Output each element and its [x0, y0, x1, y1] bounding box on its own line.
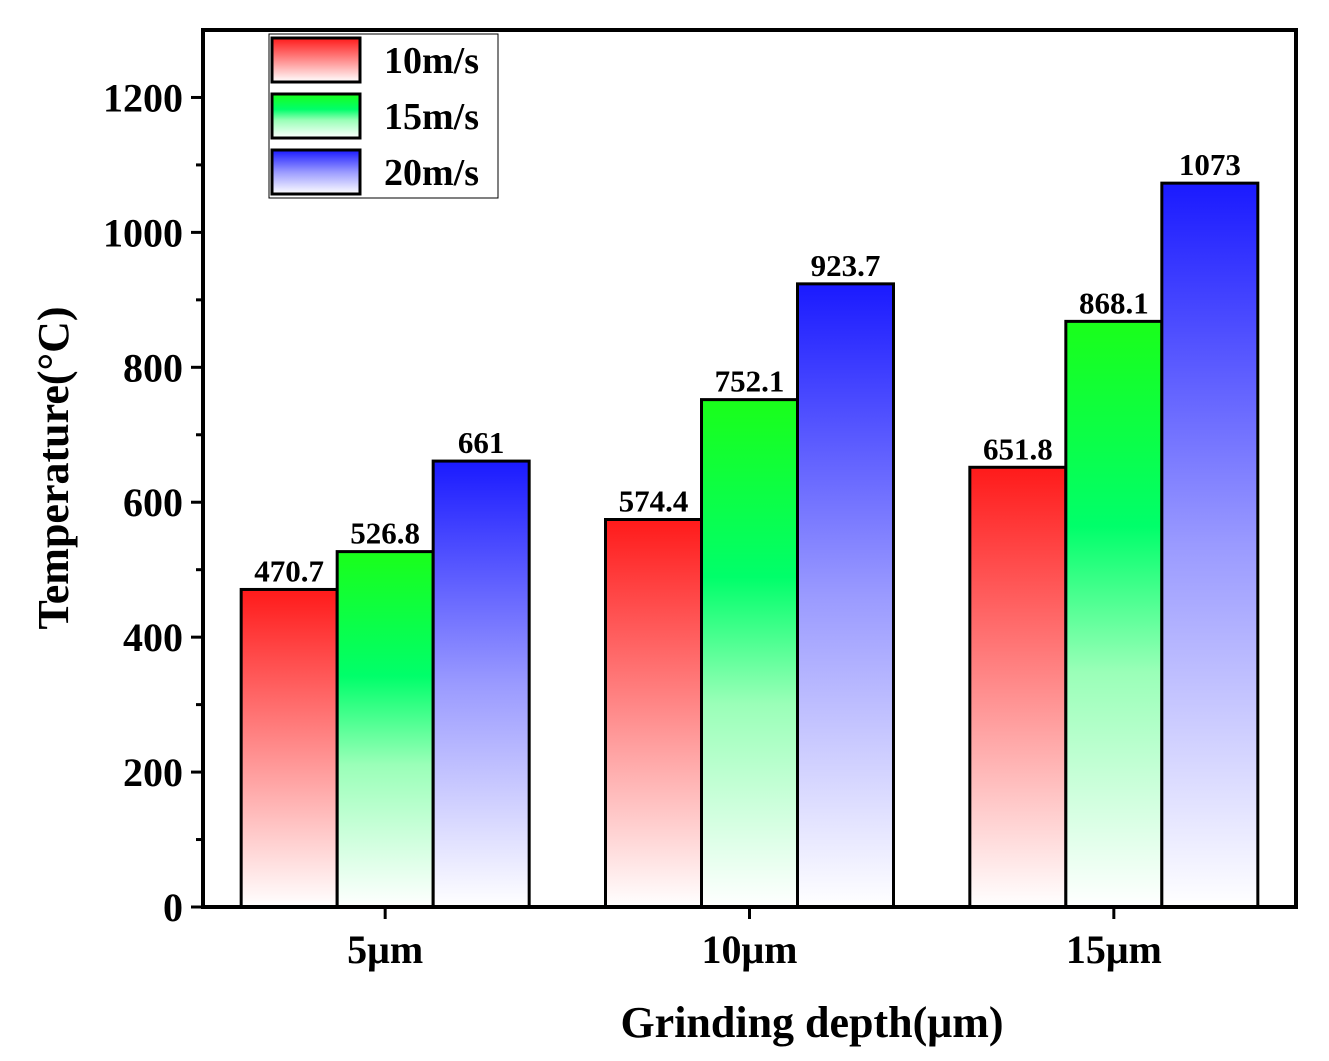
- y-axis-ticks: 0 200 400 600 800 1000 1200: [103, 75, 203, 930]
- data-label: 651.8: [983, 431, 1053, 466]
- legend-swatch: [270, 148, 362, 196]
- x-axis-title: Grinding depth(μm): [620, 998, 1003, 1047]
- y-tick-label: 1200: [103, 75, 183, 120]
- y-tick-label: 1000: [103, 210, 183, 255]
- bar-15ms-1: [700, 398, 799, 909]
- y-axis-title: Temperature(°C): [29, 306, 78, 629]
- bar-20ms-1: [796, 282, 895, 909]
- legend: 10m/s 15m/s 20m/s: [268, 33, 499, 199]
- data-label: 526.8: [350, 516, 420, 551]
- bar-10ms-0: [239, 587, 339, 909]
- bar-10ms-1: [604, 518, 703, 909]
- bar-15ms-0: [335, 550, 435, 909]
- x-tick-label: 15μm: [1066, 927, 1162, 972]
- data-label: 661: [458, 425, 505, 460]
- y-tick-label: 200: [123, 750, 183, 795]
- bars-layer: [239, 181, 1260, 909]
- legend-swatch: [270, 36, 362, 84]
- data-labels-layer: 470.7 526.8 661 574.4 752.1 923.7 651.8 868.1 10…: [254, 147, 1241, 588]
- x-axis-ticks: 5μm 10μm 15μm: [347, 907, 1162, 972]
- bar-15ms-2: [1064, 319, 1164, 909]
- y-tick-label: 0: [163, 885, 183, 930]
- x-tick-label: 10μm: [702, 927, 798, 972]
- legend-label: 20m/s: [384, 152, 479, 194]
- y-tick-label: 800: [123, 345, 183, 390]
- legend-label: 10m/s: [384, 40, 479, 82]
- bar-10ms-2: [968, 465, 1068, 909]
- y-tick-label: 600: [123, 480, 183, 525]
- legend-swatch: [270, 92, 362, 140]
- data-label: 470.7: [254, 553, 324, 588]
- x-tick-label: 5μm: [347, 927, 423, 972]
- data-label: 868.1: [1079, 285, 1149, 320]
- data-label: 923.7: [811, 248, 881, 283]
- data-label: 1073: [1179, 147, 1241, 182]
- data-label: 574.4: [619, 484, 689, 519]
- bar-20ms-0: [431, 459, 531, 909]
- bar-20ms-2: [1160, 181, 1260, 909]
- data-label: 752.1: [715, 364, 785, 399]
- y-tick-label: 400: [123, 615, 183, 660]
- legend-label: 15m/s: [384, 96, 479, 138]
